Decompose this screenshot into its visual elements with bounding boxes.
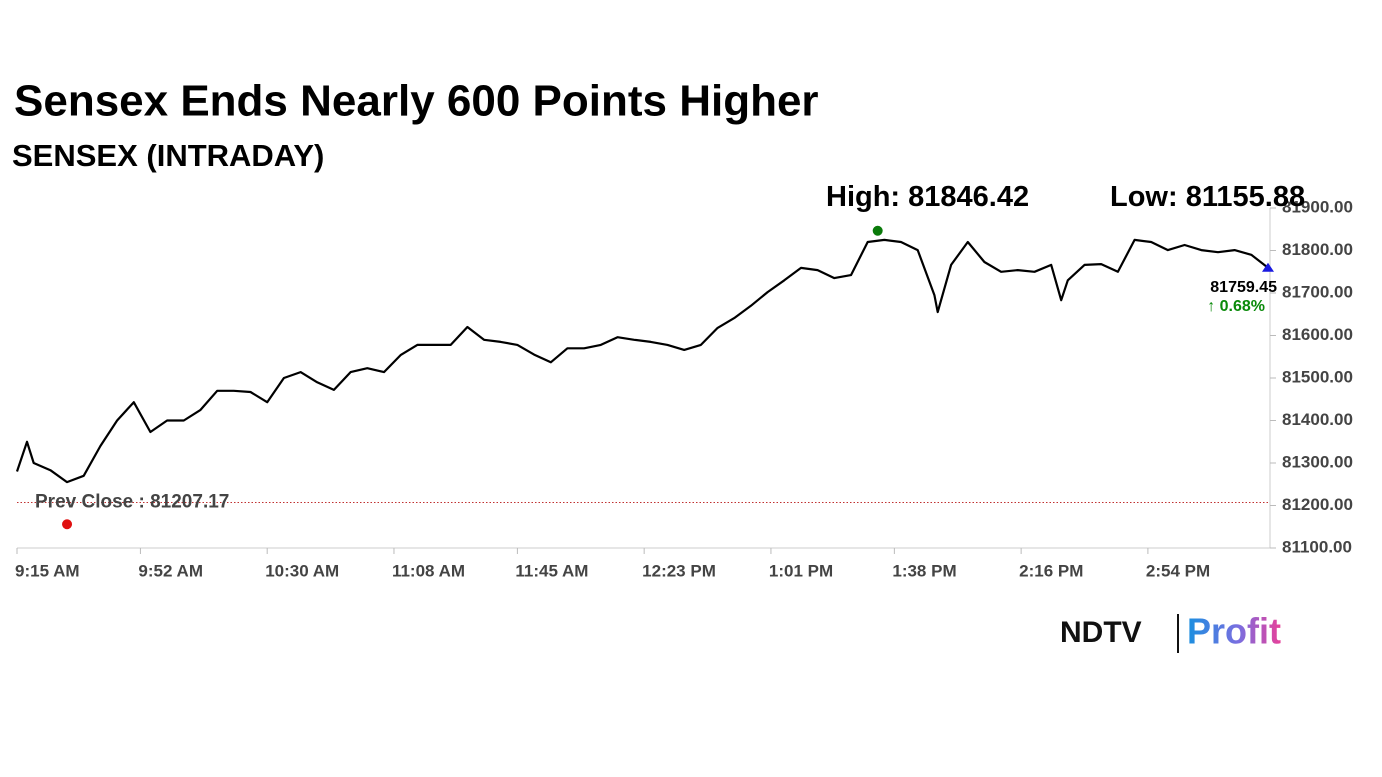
high-value: 81846.42	[908, 181, 1029, 213]
prev-close-label-text: Prev Close :	[35, 491, 145, 512]
x-tick-label: 10:30 AM	[265, 561, 339, 580]
y-tick-label: 81600.00	[1282, 325, 1353, 344]
price-line	[15, 238, 1269, 484]
prev-close-value: 81207.17	[150, 491, 229, 512]
y-tick-label: 81300.00	[1282, 452, 1353, 471]
x-tick-label: 9:52 AM	[138, 561, 203, 580]
x-tick-label: 11:45 AM	[515, 561, 588, 580]
high-label: High: 81846.42	[826, 181, 1029, 213]
y-tick-label: 81200.00	[1282, 495, 1353, 514]
low-marker	[62, 519, 73, 530]
chart-subtitle: SENSEX (INTRADAY)	[12, 138, 324, 173]
x-tick-label: 9:15 AM	[15, 561, 80, 580]
low-value: 81155.88	[1186, 181, 1305, 213]
low-label-text: Low:	[1110, 181, 1178, 213]
x-tick-label: 2:16 PM	[1019, 561, 1083, 580]
last-value: 81759.45	[1210, 279, 1277, 296]
x-tick-label: 11:08 AM	[392, 561, 465, 580]
y-tick-label: 81100.00	[1282, 537, 1352, 556]
x-tick-label: 1:38 PM	[892, 561, 956, 580]
y-tick-label: 81800.00	[1282, 240, 1353, 259]
high-label-text: High:	[826, 181, 900, 213]
brand-profit: Profit	[1187, 611, 1281, 652]
y-tick-label: 81500.00	[1282, 367, 1353, 386]
y-tick-label: 81700.00	[1282, 282, 1353, 301]
y-tick-label: 81400.00	[1282, 410, 1353, 429]
chart-title: Sensex Ends Nearly 600 Points Higher	[14, 77, 819, 126]
last-marker	[1262, 262, 1274, 272]
x-tick-label: 2:54 PM	[1146, 561, 1210, 580]
brand-ndtv: NDTV	[1060, 616, 1142, 649]
x-tick-label: 1:01 PM	[769, 561, 833, 580]
low-label: Low: 81155.88	[1110, 181, 1305, 213]
high-marker	[872, 225, 883, 236]
x-tick-label: 12:23 PM	[642, 561, 716, 580]
y-tick-label: 81900.00	[1282, 197, 1353, 216]
last-change: ↑ 0.68%	[1207, 298, 1265, 315]
prev-close-label: Prev Close : 81207.17	[35, 491, 229, 512]
